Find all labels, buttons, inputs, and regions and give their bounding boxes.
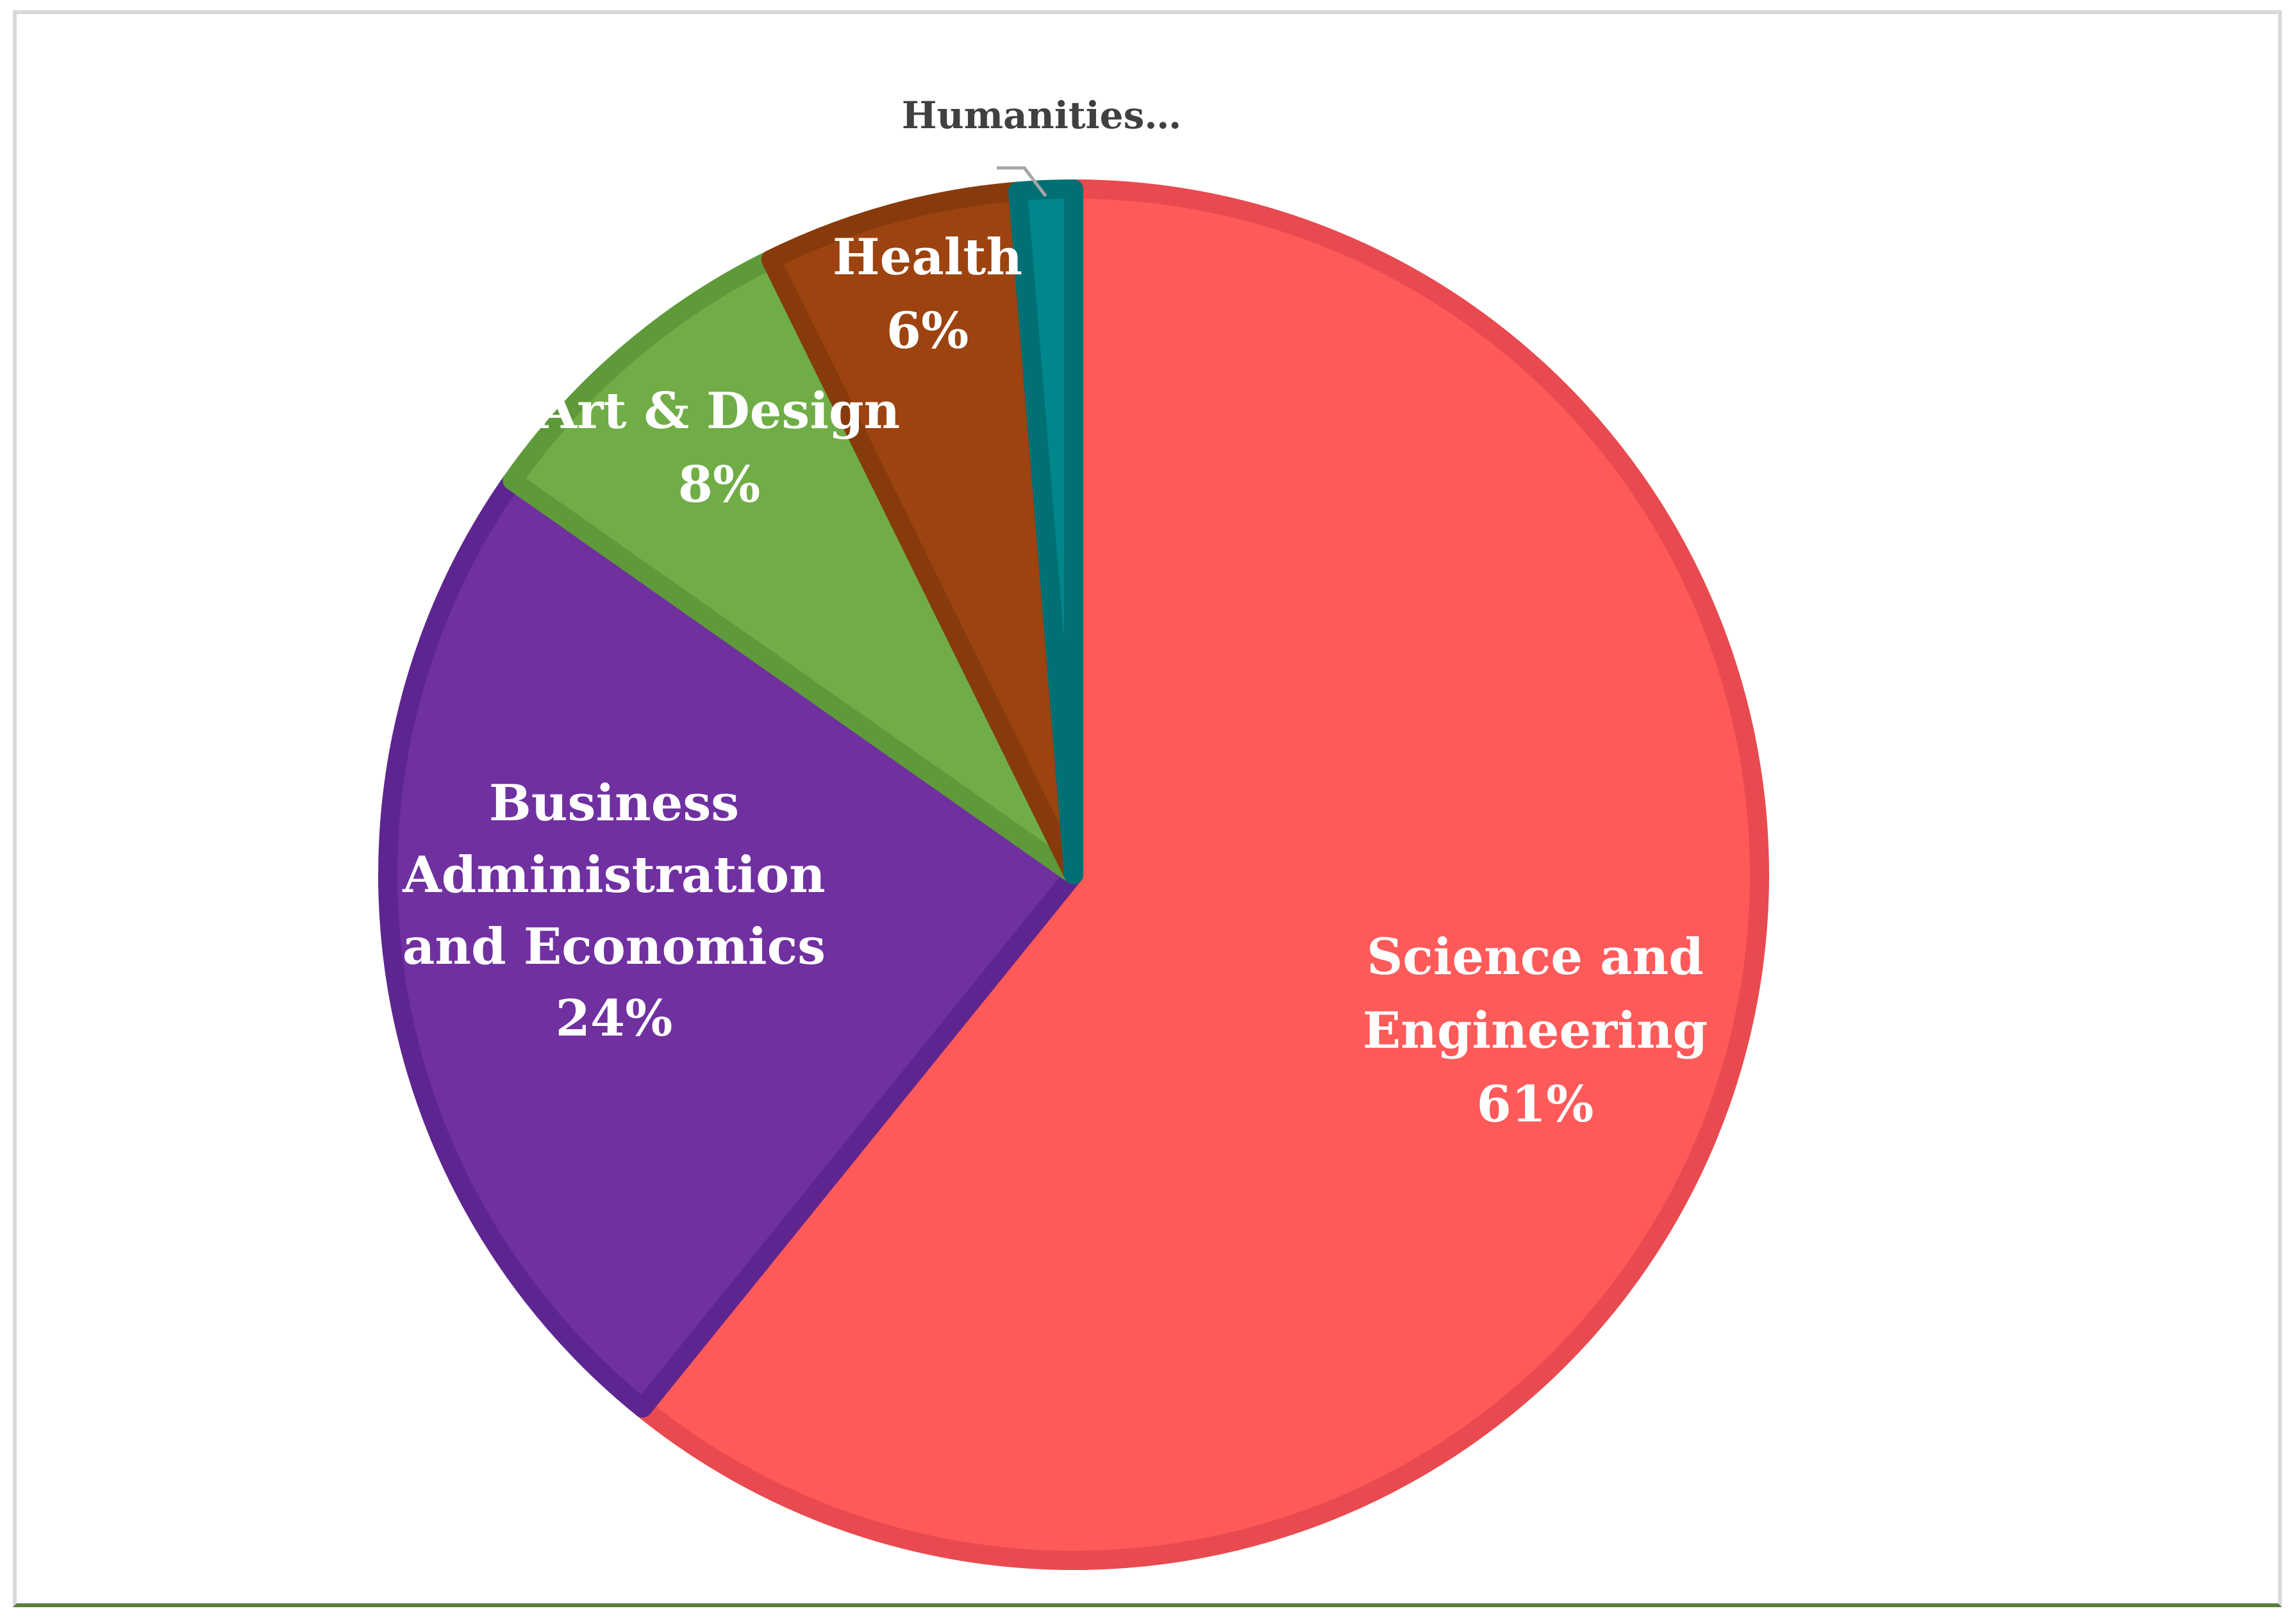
slice-label-line: Business [489,774,739,832]
slice-label-4: Humanities… [902,94,1182,137]
slice-label-2: Art & Design 8% [538,382,900,514]
pie-slice-1 [378,470,1083,1418]
pie-slice-0 [633,179,1769,1570]
slice-label-line: 24% [556,989,673,1048]
slice-label-line: Humanities… [902,94,1182,137]
pie-slices [378,179,1769,1570]
pie-labels: Science and Engineering 61% Business Adminis… [402,94,1708,1134]
leader-line [997,166,1047,197]
slice-label-line: 8% [678,456,760,514]
slice-label-line: and Economics [403,918,826,976]
pie-slice-4 [1008,179,1083,884]
slice-label-line: Art & Design [538,382,900,440]
slice-label-0: Science and Engineering 61% [1363,928,1708,1134]
pie-slice-3 [761,181,1083,884]
slice-label-line: Health [833,228,1022,286]
slice-label-line: Science and [1367,928,1704,986]
slice-label-3: Health 6% [833,228,1022,360]
pie-slice-2 [503,249,1083,884]
slice-label-line: Engineering [1363,1002,1708,1060]
slice-label-line: 6% [886,302,969,360]
slice-label-line: 61% [1477,1075,1594,1134]
slice-label-1: Business Administration and Economics 24% [402,774,826,1048]
slice-label-line: Administration [402,846,826,904]
